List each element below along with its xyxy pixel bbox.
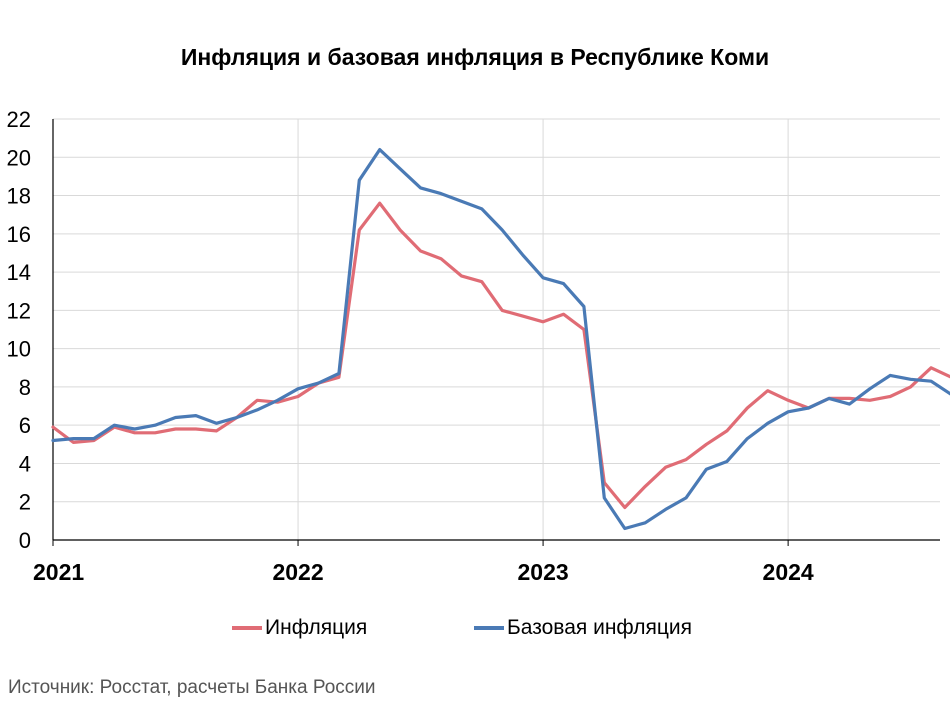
series-line-inflation	[51, 201, 950, 510]
chart-title: Инфляция и базовая инфляция в Республике…	[180, 44, 770, 70]
y-tick-label: 0	[19, 528, 31, 553]
y-tick-label: 2	[19, 490, 31, 515]
legend-label-core-inflation: Базовая инфляция	[507, 616, 693, 639]
axis-layer	[52, 119, 940, 546]
legend-item-core-inflation: Базовая инфляция	[474, 616, 692, 640]
legend-item-inflation: Инфляция	[232, 616, 367, 640]
x-tick-label: 2024	[763, 559, 814, 585]
legend-swatch-inflation	[232, 626, 262, 630]
series-layer	[51, 148, 950, 531]
y-tick-label: 18	[7, 184, 31, 209]
y-tick-label: 4	[19, 451, 31, 476]
source-note: Источник: Росстат, расчеты Банка России	[8, 677, 376, 698]
grid-layer	[53, 118, 940, 540]
y-tick-label: 20	[7, 145, 31, 170]
legend-label-inflation: Инфляция	[265, 616, 368, 639]
x-tick-label: 2021	[33, 559, 84, 585]
y-tick-label: 16	[7, 222, 31, 247]
y-tick-label: 14	[7, 260, 31, 285]
x-tick-label: 2022	[272, 559, 323, 585]
y-tick-label: 10	[7, 337, 31, 362]
x-tick-label: 2023	[517, 559, 568, 585]
y-tick-label: 22	[7, 107, 31, 132]
y-tick-label: 6	[19, 413, 31, 438]
y-tick-label: 12	[7, 298, 31, 323]
legend-swatch-core-inflation	[474, 626, 504, 630]
series-line-core-inflation	[51, 148, 950, 531]
y-tick-label: 8	[19, 375, 31, 400]
